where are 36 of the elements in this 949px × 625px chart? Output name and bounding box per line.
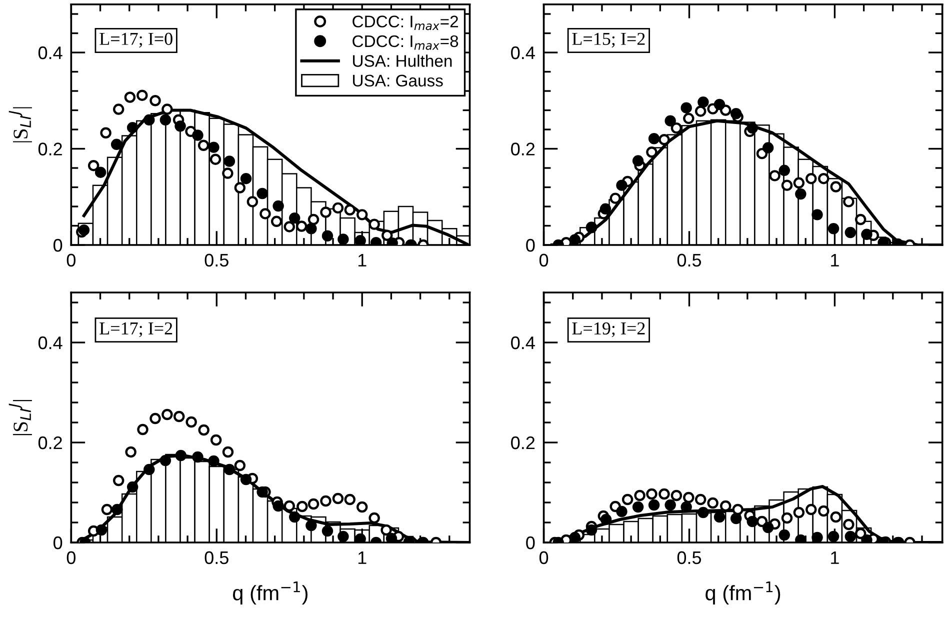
- legend-label: USA: Hulthen: [353, 54, 452, 67]
- x-tick-label: 1: [831, 551, 839, 564]
- y-tick-label: 0.2: [511, 142, 535, 156]
- y-axis-title: |S$_{LI}$$^{J}$|: [8, 400, 32, 436]
- x-tick-label: 0.5: [204, 551, 228, 564]
- annotation: L=15; I=2: [572, 32, 645, 48]
- y-tick-label: 0.4: [511, 336, 535, 350]
- x-tick-label: 0.5: [677, 254, 702, 267]
- y-tick-label: 0.4: [511, 46, 535, 60]
- x-tick-label: 1: [358, 551, 366, 564]
- x-axis-title: q (fm$^{−1}$): [233, 582, 308, 604]
- x-tick-label: 0.5: [204, 254, 228, 267]
- y-tick-label: 0.4: [38, 46, 62, 60]
- annotation: L=17; I=0: [100, 32, 172, 48]
- annotation: L=19; I=2: [572, 322, 645, 338]
- legend-label: CDCC: I$_{max}$=8: [352, 35, 458, 50]
- y-tick-label: 0.2: [38, 436, 62, 450]
- x-axis-title: q (fm$^{−1}$): [706, 582, 780, 604]
- y-axis-title: |S$_{LI}$$^{J}$|: [8, 107, 32, 142]
- x-tick-label: 0.5: [677, 551, 702, 564]
- x-tick-label: 0: [66, 254, 76, 267]
- y-tick-label: 0: [54, 536, 62, 550]
- y-tick-label: 0: [54, 238, 62, 252]
- y-tick-label: 0.2: [511, 436, 535, 450]
- legend-label: USA: Gauss: [353, 74, 443, 87]
- annotation: L=17; I=2: [100, 322, 172, 338]
- x-tick-label: 1: [831, 254, 839, 266]
- y-tick-label: 0: [526, 238, 535, 252]
- y-tick-label: 0.4: [38, 336, 62, 350]
- y-tick-label: 0.2: [38, 142, 62, 156]
- x-tick-label: 0: [66, 551, 76, 564]
- y-tick-label: 0: [526, 536, 535, 550]
- legend-label: CDCC: I$_{max}$=2: [352, 16, 458, 30]
- x-tick-label: 1: [358, 254, 366, 266]
- x-tick-label: 0: [539, 551, 548, 564]
- x-tick-label: 0: [539, 254, 548, 267]
